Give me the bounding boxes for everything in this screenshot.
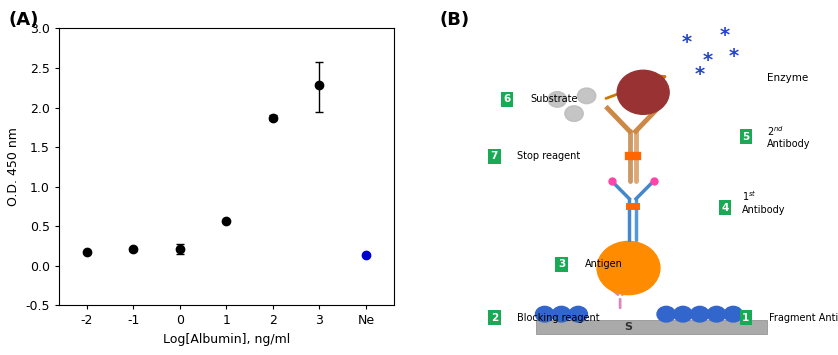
Text: 6: 6 bbox=[504, 94, 510, 104]
Circle shape bbox=[535, 306, 554, 322]
Circle shape bbox=[691, 306, 709, 322]
Text: *: * bbox=[682, 33, 692, 52]
Text: 1: 1 bbox=[742, 313, 749, 323]
Text: Stop reagent: Stop reagent bbox=[517, 151, 581, 161]
Text: *: * bbox=[695, 65, 705, 84]
Text: Enzyme: Enzyme bbox=[767, 73, 808, 83]
X-axis label: Log[Albumin], ng/ml: Log[Albumin], ng/ml bbox=[163, 333, 290, 346]
Text: $1^{st}$
Antibody: $1^{st}$ Antibody bbox=[742, 190, 785, 215]
Text: 5: 5 bbox=[742, 132, 749, 142]
Circle shape bbox=[617, 70, 669, 114]
Circle shape bbox=[577, 88, 596, 104]
Circle shape bbox=[674, 306, 692, 322]
Text: $2^{nd}$
Antibody: $2^{nd}$ Antibody bbox=[767, 124, 810, 149]
FancyBboxPatch shape bbox=[536, 320, 767, 334]
Circle shape bbox=[565, 106, 583, 121]
Text: 2: 2 bbox=[491, 313, 498, 323]
Circle shape bbox=[552, 306, 571, 322]
Y-axis label: O.D. 450 nm: O.D. 450 nm bbox=[7, 127, 19, 206]
Text: 3: 3 bbox=[558, 260, 565, 269]
Text: Blocking reagent: Blocking reagent bbox=[517, 313, 600, 323]
Circle shape bbox=[657, 306, 675, 322]
Text: Antigen: Antigen bbox=[585, 260, 623, 269]
Text: 7: 7 bbox=[491, 151, 498, 161]
Text: S: S bbox=[624, 322, 633, 332]
Text: *: * bbox=[728, 47, 738, 66]
Circle shape bbox=[569, 306, 587, 322]
Text: Substrate: Substrate bbox=[530, 94, 577, 104]
Text: *: * bbox=[703, 51, 713, 70]
Circle shape bbox=[597, 241, 660, 295]
Text: 4: 4 bbox=[722, 203, 728, 213]
Text: Fragment Antibody: Fragment Antibody bbox=[769, 313, 838, 323]
Text: (B): (B) bbox=[440, 11, 470, 29]
Text: (A): (A) bbox=[8, 11, 39, 29]
Circle shape bbox=[724, 306, 742, 322]
Text: *: * bbox=[720, 26, 730, 45]
Circle shape bbox=[707, 306, 726, 322]
Circle shape bbox=[548, 92, 566, 107]
